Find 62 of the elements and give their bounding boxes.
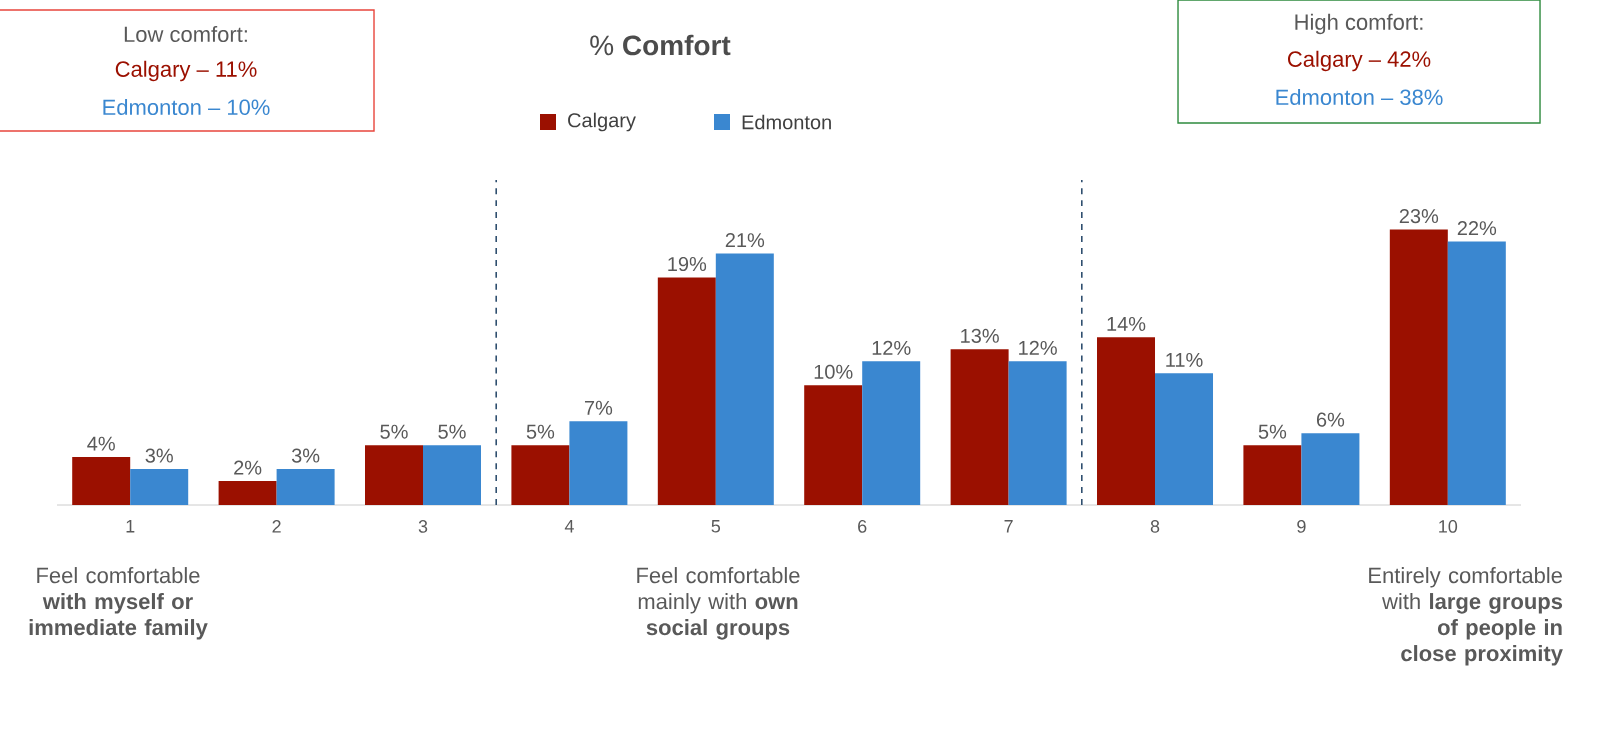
data-label: 6% [1316,412,1345,427]
data-label: 3% [145,448,173,463]
data-label: 2% [234,460,262,475]
bar [72,457,131,506]
data-label: 3% [291,448,320,463]
bar [1008,361,1067,506]
data-label: 19% [668,256,707,272]
text: Edmonton – 10% [103,98,270,116]
bar [569,421,628,506]
x-tick-label: 7 [1004,520,1013,533]
x-tick-label: 2 [272,520,281,533]
x-tick-label: 3 [418,520,428,533]
x-tick-label: 1 [126,520,135,533]
bar [130,469,189,506]
data-label: 5% [438,424,466,439]
bar [276,469,335,506]
bar [1389,229,1448,506]
x-tick-label: 6 [858,520,867,533]
bar [950,349,1009,506]
data-label: 7% [584,400,613,415]
bar [804,385,863,506]
bar [1243,445,1302,506]
x-tick-label: 9 [1297,520,1306,533]
data-label: 10% [814,364,853,379]
x-tick-label: 4 [564,520,574,533]
data-label: 22% [1457,221,1497,236]
bar [1155,373,1214,506]
data-label: 5% [380,424,408,439]
text: Entirely comfortable with large groups of people in close proximity [1369,567,1563,666]
text: Feel comfortable mainly with own social groups [637,567,800,640]
bar [657,277,716,506]
x-tick-label: 8 [1150,520,1160,533]
data-label: 14% [1107,316,1146,331]
data-label: 21% [725,233,765,248]
x-tick-label: 5 [711,520,721,533]
data-label: 4% [87,436,115,451]
bar [1097,337,1156,506]
text: Calgary – 11% [115,60,257,82]
data-label: 12% [1019,340,1057,355]
bar [1447,241,1506,506]
legend-label: Calgary [568,112,636,132]
bar [715,253,774,506]
legend-label: Edmonton [742,114,831,130]
chart-title: % Comfort [590,34,731,56]
bar [862,361,921,506]
data-label: 12% [872,340,911,355]
text: Low comfort: [124,25,247,43]
bar [365,445,423,506]
x-tick-label: 10 [1439,520,1458,533]
text: Feel comfortable with myself or immediate family [29,567,208,640]
bar [511,445,570,506]
data-label: 23% [1399,209,1439,224]
text: High comfort: [1295,13,1423,35]
text: Edmonton – 38% [1276,88,1443,106]
bar [218,481,277,506]
data-label: 5% [1258,424,1287,439]
data-label: 13% [961,328,999,343]
data-label: 5% [526,424,555,439]
text: Calgary – 42% [1287,50,1431,72]
bar [423,445,481,506]
bar [1301,433,1360,506]
data-label: 11% [1166,352,1203,367]
